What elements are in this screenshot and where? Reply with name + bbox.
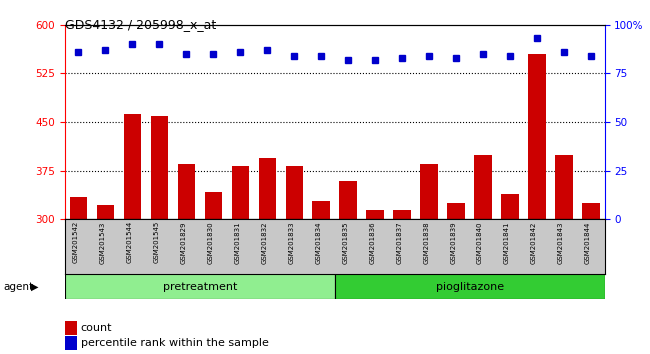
Text: GSM201839: GSM201839	[450, 221, 456, 264]
Bar	[555, 155, 573, 219]
Text: GSM201837: GSM201837	[396, 221, 402, 264]
Text: GSM201830: GSM201830	[207, 221, 213, 264]
Bar	[447, 203, 465, 219]
Text: GSM201841: GSM201841	[504, 221, 510, 264]
Bar	[582, 203, 600, 219]
Bar	[259, 158, 276, 219]
Text: GSM201831: GSM201831	[235, 221, 240, 264]
Text: GSM201843: GSM201843	[558, 221, 564, 264]
Text: GSM201545: GSM201545	[153, 221, 159, 263]
Bar	[231, 166, 249, 219]
Text: GSM201832: GSM201832	[261, 221, 267, 264]
Text: GSM201829: GSM201829	[181, 221, 187, 264]
Bar	[65, 274, 335, 299]
Bar	[97, 205, 114, 219]
Bar	[335, 274, 604, 299]
Text: GSM201543: GSM201543	[99, 221, 105, 263]
Bar	[177, 164, 195, 219]
Bar	[70, 197, 87, 219]
Bar	[421, 164, 438, 219]
Bar	[285, 166, 303, 219]
Text: agent: agent	[3, 282, 33, 292]
Text: GDS4132 / 205998_x_at: GDS4132 / 205998_x_at	[65, 18, 216, 31]
Bar	[367, 210, 384, 219]
Text: pretreatment: pretreatment	[162, 282, 237, 292]
Bar	[339, 181, 357, 219]
Bar	[528, 54, 546, 219]
Text: GSM201844: GSM201844	[585, 221, 591, 263]
Text: GSM201840: GSM201840	[477, 221, 483, 264]
Text: GSM201835: GSM201835	[343, 221, 348, 264]
Bar	[151, 116, 168, 219]
Bar	[393, 210, 411, 219]
Text: GSM201838: GSM201838	[423, 221, 429, 264]
Text: percentile rank within the sample: percentile rank within the sample	[81, 338, 268, 348]
Bar	[124, 114, 141, 219]
Text: GSM201542: GSM201542	[73, 221, 79, 263]
Bar	[205, 192, 222, 219]
Bar	[313, 201, 330, 219]
Text: GSM201834: GSM201834	[315, 221, 321, 264]
Text: GSM201833: GSM201833	[289, 221, 294, 264]
Bar	[474, 155, 492, 219]
Text: count: count	[81, 323, 112, 333]
Text: GSM201544: GSM201544	[127, 221, 133, 263]
Text: pioglitazone: pioglitazone	[436, 282, 504, 292]
Text: GSM201842: GSM201842	[531, 221, 537, 263]
Text: ▶: ▶	[31, 282, 39, 292]
Text: GSM201836: GSM201836	[369, 221, 375, 264]
Bar	[501, 194, 519, 219]
